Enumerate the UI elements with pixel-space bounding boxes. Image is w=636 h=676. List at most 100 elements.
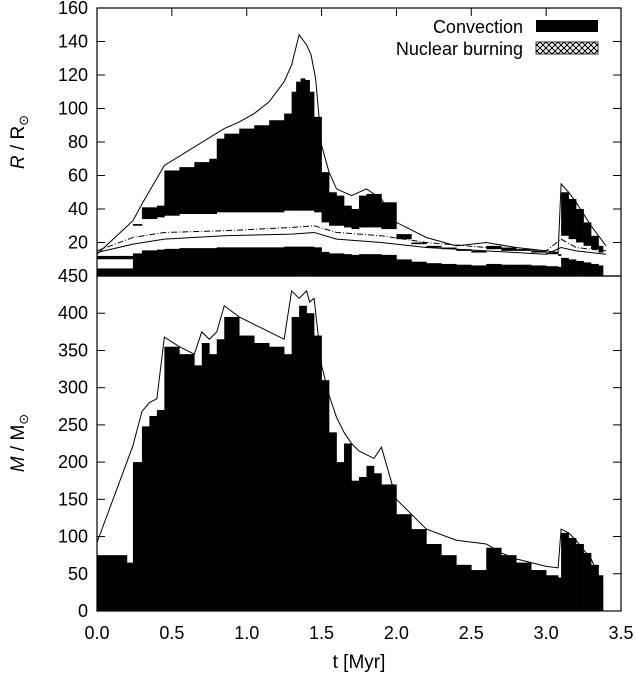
radius-y-tick-label: 20	[68, 233, 88, 253]
mass-convection-bar	[254, 343, 270, 611]
radius-convection-shell	[561, 192, 569, 236]
radius-convection-core	[194, 248, 210, 276]
radius-convection-shell	[164, 170, 180, 216]
radius-convection-shell	[336, 195, 345, 226]
legend-swatch-convection	[536, 20, 598, 32]
radius-convection-core	[359, 254, 367, 276]
radius-convection-core	[411, 261, 427, 276]
mass-convection-bar	[583, 552, 592, 611]
radius-convection-core	[269, 247, 285, 276]
radius-y-label-sun: ⊙	[16, 115, 31, 126]
radius-convection-shell	[284, 113, 292, 211]
radius-convection-core	[426, 263, 442, 276]
time-x-tick-label: 0.5	[159, 623, 184, 643]
radius-convection-shell	[209, 158, 218, 215]
radius-panel: 20 40 60 80 100 120 140 160 R / R⊙ Convection N…	[8, 0, 622, 277]
radius-convection-shell	[132, 224, 143, 226]
radius-convection-shell	[314, 116, 322, 213]
radius-convection-core	[179, 248, 195, 276]
mass-convection-bar	[531, 570, 547, 611]
radius-convection-shell	[309, 91, 315, 211]
mass-convection-bar	[216, 339, 225, 611]
mass-convection-bar	[224, 316, 240, 611]
mass-convection-bar	[426, 544, 442, 611]
radius-convection-core	[516, 264, 532, 276]
mass-y-tick-label: 100	[58, 527, 88, 547]
radius-convection-core	[396, 259, 412, 276]
radius-surface-line	[97, 33, 607, 255]
radius-convection-core	[351, 254, 360, 276]
radius-convection-core	[344, 254, 352, 276]
mass-convection-bar	[373, 473, 382, 611]
radius-convection-shell	[591, 235, 599, 250]
mass-convection-bar	[299, 305, 307, 611]
mass-convection-bar	[149, 415, 158, 611]
radius-convection-core	[531, 265, 547, 276]
radius-convection-shell	[359, 195, 367, 228]
radius-convection-core	[254, 247, 270, 276]
radius-y-tick-label: 40	[68, 199, 88, 219]
radius-inner-line	[97, 231, 607, 255]
mass-convection-bar	[126, 562, 134, 611]
radius-convection-shell	[546, 252, 559, 255]
radius-convection-shell	[269, 120, 285, 213]
mass-y-tick-label: 0	[78, 601, 88, 621]
mass-convection-bar	[269, 346, 285, 611]
mass-y-ticks: 0 50 100 150 200 250 300 350 400 450	[58, 266, 621, 621]
radius-convection-core	[216, 247, 225, 276]
radius-dashdot-line	[97, 225, 607, 252]
radius-convection-core	[576, 260, 584, 276]
radius-convection-core	[141, 250, 158, 276]
radius-convection-shell	[396, 234, 412, 240]
radius-convection-shell	[216, 138, 225, 213]
radius-convection-shell	[471, 250, 487, 253]
radius-convection-core	[598, 265, 604, 276]
mass-convection-bar	[501, 555, 517, 611]
mass-convection-bar	[456, 564, 472, 611]
mass-convection-bar	[291, 316, 300, 611]
radius-convection-core	[300, 246, 306, 276]
mass-convection-bar	[359, 477, 367, 611]
radius-convection-shell	[329, 192, 337, 226]
radius-convection-shell	[558, 254, 562, 256]
radius-convection-core	[314, 247, 322, 276]
radius-data-layer	[97, 33, 607, 276]
radius-convection-core	[164, 248, 180, 276]
radius-convection-core	[486, 263, 502, 276]
mass-convection-bar	[314, 335, 322, 611]
mass-convection-bar	[351, 480, 360, 611]
radius-convection-core	[224, 247, 240, 276]
radius-convection-core	[583, 262, 592, 276]
radius-convection-shell	[97, 255, 134, 260]
radius-y-tick-label: 80	[68, 132, 88, 152]
radius-y-label-symbol: R	[8, 155, 29, 169]
radius-y-tick-label: 140	[58, 32, 88, 52]
time-x-ticks: 0.0 0.5 1.0 1.5 2.0 2.5 3.0 3.5	[84, 8, 634, 643]
radius-convection-core	[501, 264, 517, 276]
time-x-tick-label: 1.0	[234, 623, 259, 643]
mass-convection-bar	[329, 432, 337, 611]
mass-y-tick-label: 400	[58, 303, 88, 323]
radius-convection-shell	[531, 250, 547, 253]
radius-convection-shell	[239, 128, 255, 213]
radius-convection-shell	[501, 247, 517, 251]
mass-convection-bar	[516, 562, 532, 611]
radius-convection-core	[132, 253, 143, 276]
mass-convection-bar	[381, 484, 397, 611]
mass-convection-bar	[179, 354, 195, 611]
radius-convection-shell	[598, 245, 604, 253]
time-x-tick-label: 2.5	[459, 623, 484, 643]
legend-label-convection: Convection	[433, 17, 523, 37]
mass-convection-bar	[132, 462, 143, 611]
radius-convection-core	[321, 251, 330, 276]
mass-convection-bar	[336, 462, 345, 611]
mass-convection-bar	[239, 335, 255, 611]
radius-y-label-unit: / R	[8, 126, 29, 156]
mass-y-label-symbol: M	[8, 456, 29, 472]
time-x-tick-label: 1.5	[309, 623, 334, 643]
mass-y-tick-label: 50	[68, 564, 88, 584]
radius-convection-core	[456, 264, 472, 276]
radius-convection-core	[558, 266, 562, 276]
mass-convection-bar	[568, 538, 577, 611]
mass-y-axis-label: M / M⊙	[8, 414, 31, 472]
